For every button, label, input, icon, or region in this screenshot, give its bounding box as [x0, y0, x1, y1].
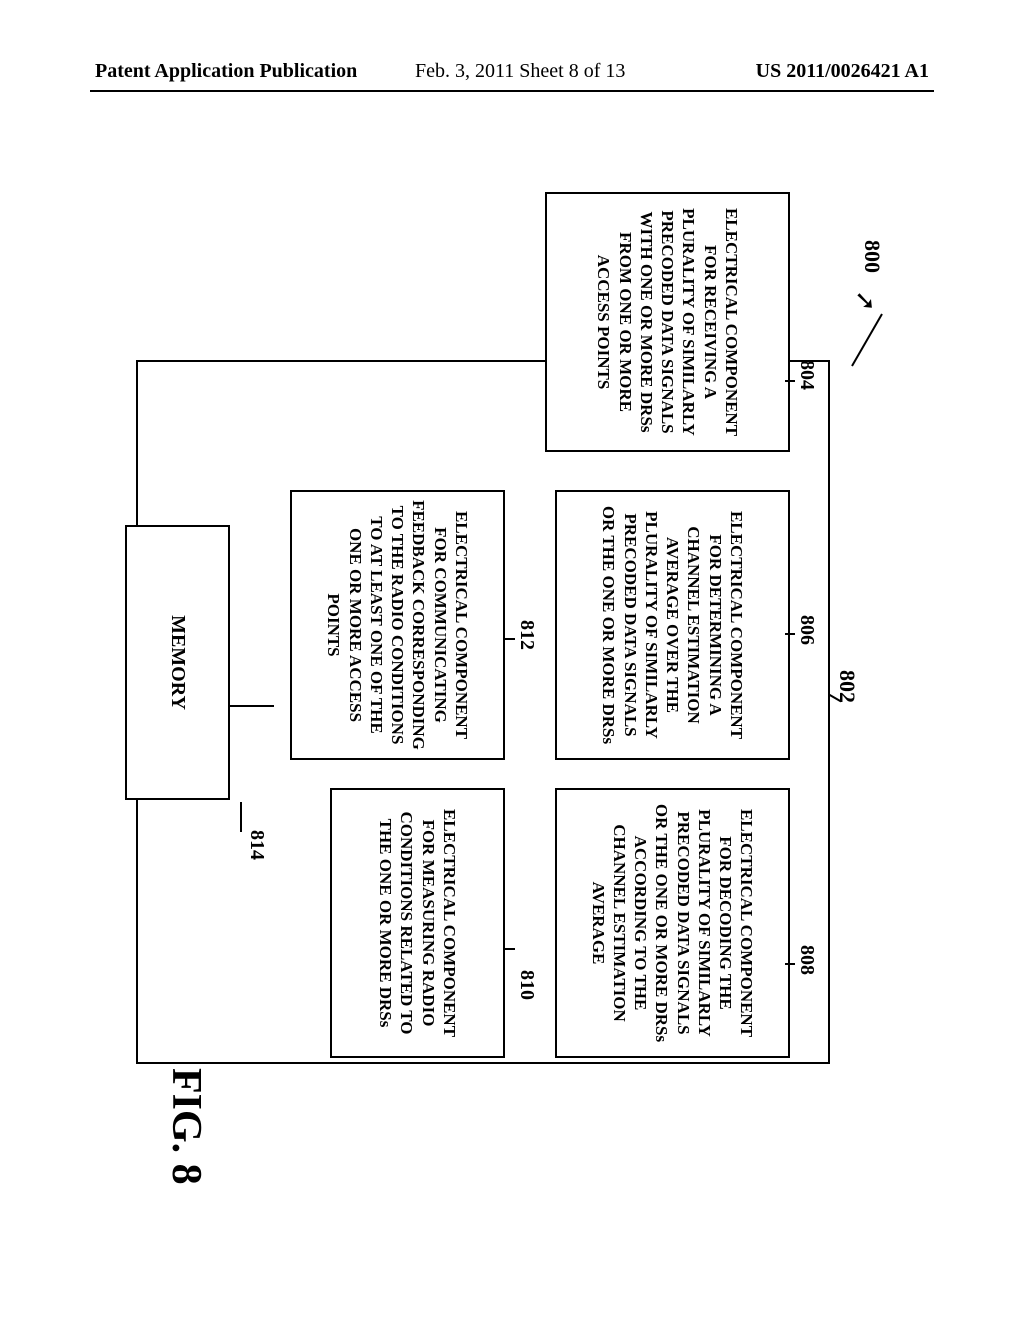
box-memory: MEMORY	[125, 525, 230, 800]
leader-806	[785, 633, 795, 635]
leader-804	[785, 380, 795, 382]
box-806: ELECTRICAL COMPONENT FOR DETERMINING A C…	[555, 490, 790, 760]
ref-800: 800	[859, 240, 885, 273]
box-804-text: ELECTRICAL COMPONENT FOR RECEIVING A PLU…	[593, 202, 742, 442]
box-810-text: ELECTRICAL COMPONENT FOR MEASURING RADIO…	[375, 798, 460, 1048]
header-right: US 2011/0026421 A1	[756, 60, 929, 83]
figure-8-diagram: 800 ➚ 802 ELECTRICAL COMPONENT FOR RECEI…	[110, 190, 890, 1250]
leader-810	[503, 948, 515, 950]
box-808: ELECTRICAL COMPONENT FOR DECODING THE PL…	[555, 788, 790, 1058]
ref-808: 808	[795, 945, 818, 975]
box-810: ELECTRICAL COMPONENT FOR MEASURING RADIO…	[330, 788, 505, 1058]
header-left: Patent Application Publication	[95, 60, 357, 83]
arrow-icon: ➚	[850, 290, 880, 312]
ref-812: 812	[515, 620, 538, 650]
connector-outer-to-memory	[230, 705, 274, 707]
leader-814	[240, 802, 242, 832]
leader-812	[503, 638, 515, 640]
ref-806: 806	[795, 615, 818, 645]
ref-804: 804	[795, 360, 818, 390]
leader-800	[851, 314, 883, 367]
ref-814: 814	[245, 830, 268, 860]
header-rule	[90, 90, 934, 92]
figure-label: FIG. 8	[162, 1068, 210, 1185]
page: Patent Application Publication Feb. 3, 2…	[0, 0, 1024, 1320]
box-806-text: ELECTRICAL COMPONENT FOR DETERMINING A C…	[598, 500, 747, 750]
box-812-text: ELECTRICAL COMPONENT FOR COMMUNICATING F…	[323, 500, 472, 750]
ref-810: 810	[515, 970, 538, 1000]
box-804: ELECTRICAL COMPONENT FOR RECEIVING A PLU…	[545, 192, 790, 452]
leader-808	[785, 963, 795, 965]
header-middle: Feb. 3, 2011 Sheet 8 of 13	[415, 60, 625, 83]
box-memory-text: MEMORY	[165, 615, 190, 710]
box-808-text: ELECTRICAL COMPONENT FOR DECODING THE PL…	[588, 798, 758, 1048]
box-812: ELECTRICAL COMPONENT FOR COMMUNICATING F…	[290, 490, 505, 760]
